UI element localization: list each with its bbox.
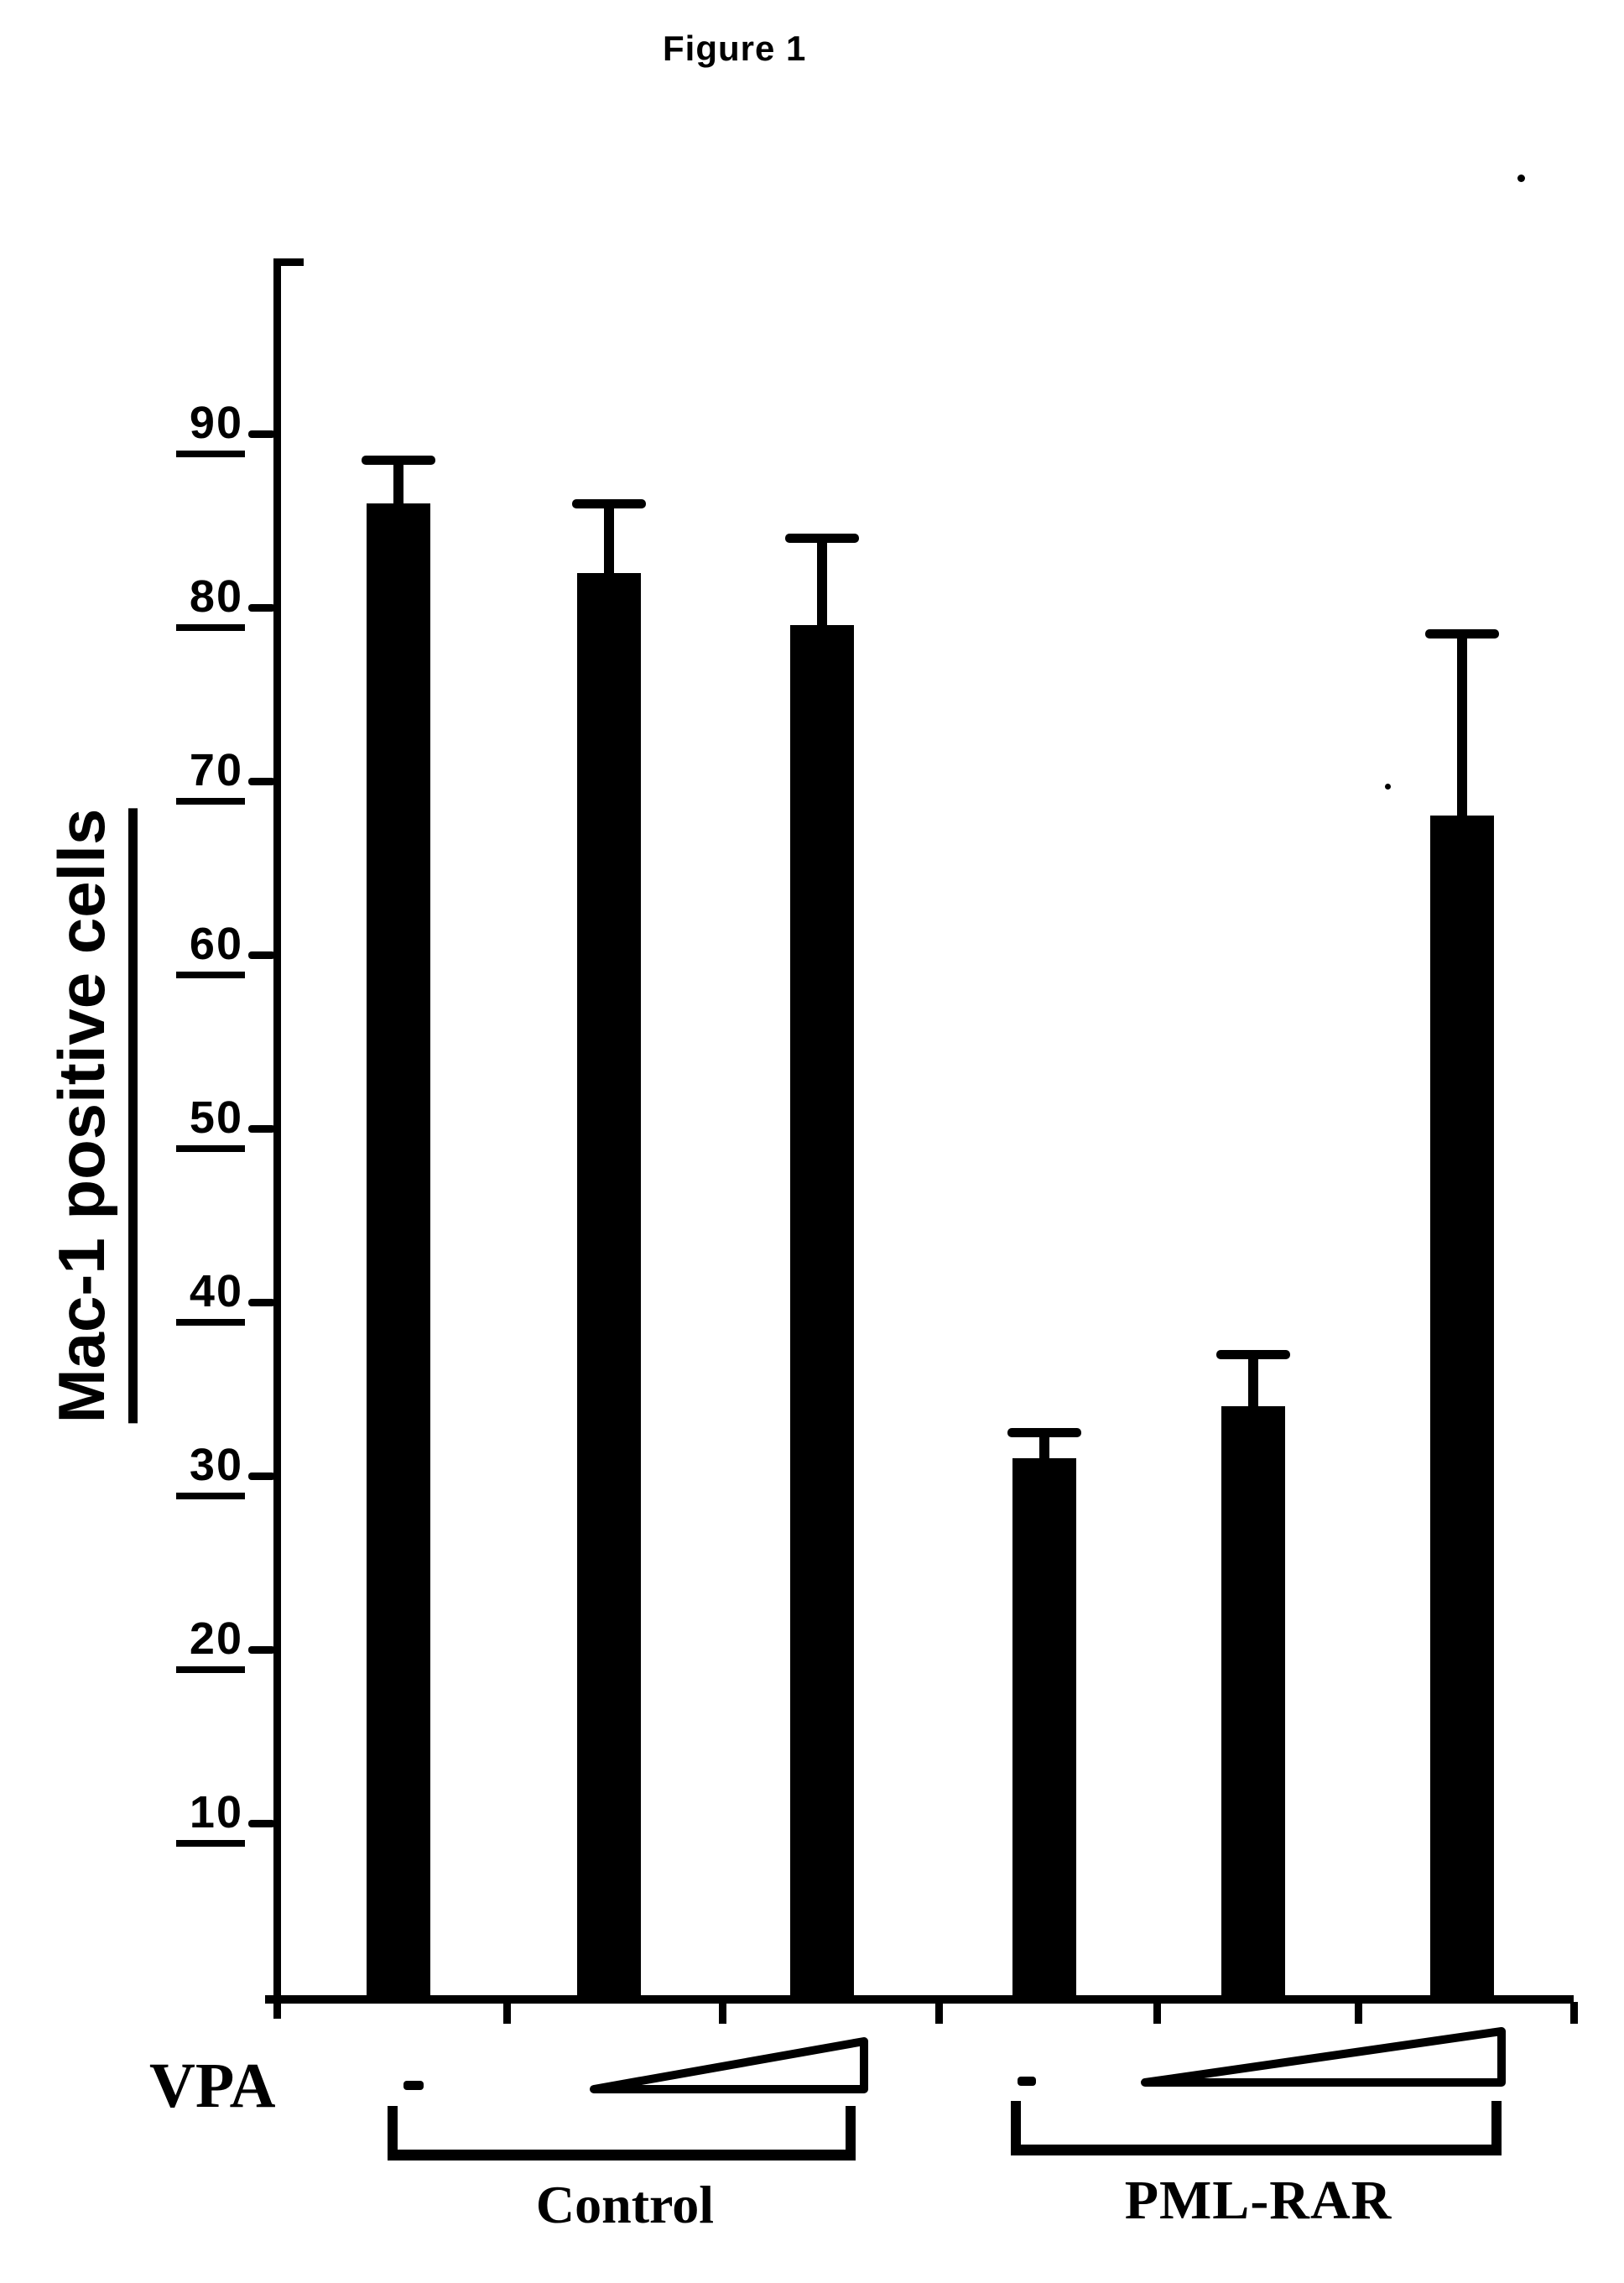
error-bar-stem-0 <box>393 460 403 507</box>
vpa-row-label: VPA <box>149 2051 276 2121</box>
y-axis-title: Mac-1 positive cells <box>44 808 138 1424</box>
error-bar-stem-5 <box>1457 633 1467 820</box>
bar-pml-rar-5 <box>1430 816 1494 1997</box>
group-bracket-control <box>388 2106 856 2161</box>
y-tick-label-70: 70 <box>141 748 245 805</box>
error-bar-stem-1 <box>604 503 614 576</box>
y-tick-50 <box>248 1125 275 1133</box>
y-axis-top-tick <box>273 258 304 266</box>
error-bar-cap-2 <box>785 534 859 544</box>
bar-control-0 <box>367 503 430 1997</box>
scan-speck <box>1517 175 1525 182</box>
x-tick-3 <box>1153 2002 1161 2024</box>
y-tick-label-text: 10 <box>175 1790 245 1847</box>
error-bar-cap-5 <box>1425 629 1499 639</box>
group-label-control: Control <box>535 2175 715 2234</box>
y-axis-line <box>273 258 281 2019</box>
group-bracket-pmlrar <box>1011 2101 1502 2155</box>
y-tick-label-30: 30 <box>141 1442 245 1499</box>
vpa-increasing-wedge-control <box>590 2037 868 2093</box>
y-tick-40 <box>248 1299 275 1306</box>
x-tick-0 <box>503 2002 511 2024</box>
y-tick-70 <box>248 778 275 785</box>
y-tick-label-text: 90 <box>175 400 245 457</box>
y-tick-label-10: 10 <box>141 1790 245 1847</box>
error-bar-stem-4 <box>1248 1354 1258 1410</box>
error-bar-stem-2 <box>817 538 827 628</box>
y-tick-label-20: 20 <box>141 1616 245 1673</box>
y-tick-label-text: 80 <box>175 574 245 631</box>
y-tick-80 <box>248 604 275 612</box>
x-tick-4 <box>1355 2002 1362 2024</box>
vpa-increasing-wedge-pmlrar <box>1141 2027 1506 2087</box>
bar-pml-rar-3 <box>1012 1458 1076 1997</box>
y-tick-label-40: 40 <box>141 1269 245 1326</box>
y-tick-label-90: 90 <box>141 400 245 457</box>
x-tick-2 <box>935 2002 943 2024</box>
y-tick-label-text: 20 <box>175 1616 245 1673</box>
x-axis-line <box>265 1995 1574 2004</box>
x-tick-5 <box>1570 2002 1578 2024</box>
group-label-pmlrar: PML-RAR <box>1124 2170 1392 2231</box>
bar-control-1 <box>577 572 641 1997</box>
y-tick-label-text: 30 <box>175 1442 245 1499</box>
bar-control-2 <box>790 624 854 1997</box>
y-tick-label-60: 60 <box>141 921 245 978</box>
figure-title: Figure 1 <box>663 29 807 68</box>
y-tick-label-50: 50 <box>141 1095 245 1152</box>
y-tick-label-80: 80 <box>141 574 245 631</box>
y-tick-30 <box>248 1472 275 1480</box>
vpa-minus-symbol-pmlrar <box>1018 2077 1036 2086</box>
error-bar-cap-3 <box>1007 1428 1081 1438</box>
error-bar-stem-3 <box>1039 1432 1049 1462</box>
error-bar-cap-4 <box>1216 1350 1290 1360</box>
y-tick-60 <box>248 951 275 959</box>
y-tick-10 <box>248 1820 275 1827</box>
error-bar-cap-1 <box>572 498 646 508</box>
y-tick-label-text: 70 <box>175 748 245 805</box>
y-tick-90 <box>248 430 275 438</box>
scan-speck <box>802 753 807 758</box>
y-tick-20 <box>248 1646 275 1654</box>
y-tick-label-text: 50 <box>175 1095 245 1152</box>
error-bar-cap-0 <box>362 456 435 466</box>
y-tick-label-text: 40 <box>175 1269 245 1326</box>
bar-pml-rar-4 <box>1221 1406 1285 1997</box>
y-tick-label-text: 60 <box>175 921 245 978</box>
vpa-minus-symbol-control <box>403 2081 424 2090</box>
x-tick-1 <box>719 2002 726 2024</box>
scan-speck <box>1385 784 1391 790</box>
